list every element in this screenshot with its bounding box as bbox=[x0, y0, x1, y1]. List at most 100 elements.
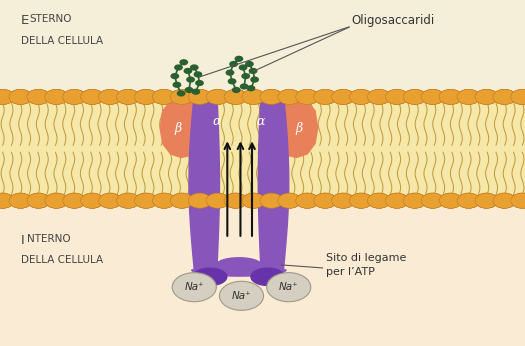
Circle shape bbox=[251, 77, 258, 82]
Circle shape bbox=[260, 193, 283, 208]
Circle shape bbox=[350, 89, 373, 104]
Circle shape bbox=[45, 89, 68, 104]
Circle shape bbox=[9, 193, 32, 208]
Circle shape bbox=[230, 62, 237, 66]
Circle shape bbox=[421, 89, 444, 104]
Circle shape bbox=[421, 193, 444, 208]
Circle shape bbox=[332, 193, 355, 208]
Text: Na⁺: Na⁺ bbox=[232, 291, 251, 301]
Text: DELLA CELLULA: DELLA CELLULA bbox=[21, 255, 103, 265]
Circle shape bbox=[117, 89, 140, 104]
Circle shape bbox=[511, 193, 525, 208]
Circle shape bbox=[368, 193, 391, 208]
Circle shape bbox=[296, 193, 319, 208]
Circle shape bbox=[332, 89, 355, 104]
Text: DELLA CELLULA: DELLA CELLULA bbox=[21, 36, 103, 46]
Circle shape bbox=[421, 89, 444, 104]
Circle shape bbox=[278, 193, 301, 208]
Circle shape bbox=[228, 79, 236, 84]
Text: NTERNO: NTERNO bbox=[27, 234, 71, 244]
Circle shape bbox=[242, 74, 249, 79]
Circle shape bbox=[239, 65, 247, 70]
Circle shape bbox=[99, 89, 122, 104]
Circle shape bbox=[332, 89, 355, 104]
Circle shape bbox=[152, 193, 175, 208]
Circle shape bbox=[134, 193, 158, 208]
Circle shape bbox=[117, 193, 140, 208]
Circle shape bbox=[224, 193, 247, 208]
Circle shape bbox=[81, 89, 104, 104]
Bar bbox=[0, 0, 525, 94]
Circle shape bbox=[170, 193, 193, 208]
Circle shape bbox=[117, 89, 140, 104]
Circle shape bbox=[242, 193, 265, 208]
Circle shape bbox=[81, 89, 104, 104]
Circle shape bbox=[206, 89, 229, 104]
Circle shape bbox=[45, 193, 68, 208]
Circle shape bbox=[457, 89, 480, 104]
Circle shape bbox=[81, 193, 104, 208]
Bar bbox=[0, 203, 525, 346]
Circle shape bbox=[187, 77, 194, 82]
Circle shape bbox=[188, 89, 212, 104]
Circle shape bbox=[296, 89, 319, 104]
Circle shape bbox=[134, 89, 158, 104]
Circle shape bbox=[184, 69, 192, 73]
Circle shape bbox=[242, 89, 265, 104]
Circle shape bbox=[313, 193, 337, 208]
Circle shape bbox=[457, 193, 480, 208]
Circle shape bbox=[185, 88, 193, 92]
Circle shape bbox=[152, 89, 175, 104]
Circle shape bbox=[194, 72, 202, 77]
Circle shape bbox=[226, 70, 234, 75]
Circle shape bbox=[439, 193, 462, 208]
Circle shape bbox=[385, 193, 408, 208]
Circle shape bbox=[403, 193, 426, 208]
Circle shape bbox=[247, 86, 255, 91]
Circle shape bbox=[493, 89, 516, 104]
Circle shape bbox=[368, 193, 391, 208]
Circle shape bbox=[403, 193, 426, 208]
Text: STERNO: STERNO bbox=[29, 14, 71, 24]
Circle shape bbox=[224, 89, 247, 104]
Circle shape bbox=[421, 193, 444, 208]
Circle shape bbox=[206, 193, 229, 208]
Circle shape bbox=[368, 89, 391, 104]
Circle shape bbox=[27, 193, 50, 208]
Circle shape bbox=[385, 89, 408, 104]
Circle shape bbox=[63, 193, 86, 208]
Circle shape bbox=[188, 89, 212, 104]
Circle shape bbox=[246, 62, 253, 66]
Circle shape bbox=[475, 89, 498, 104]
Circle shape bbox=[170, 193, 193, 208]
Circle shape bbox=[296, 89, 319, 104]
Circle shape bbox=[278, 89, 301, 104]
Text: Sito di legame
per l’ATP: Sito di legame per l’ATP bbox=[326, 253, 406, 277]
Circle shape bbox=[385, 89, 408, 104]
Circle shape bbox=[27, 193, 50, 208]
Polygon shape bbox=[278, 93, 318, 157]
Circle shape bbox=[63, 89, 86, 104]
Circle shape bbox=[152, 89, 175, 104]
Text: β: β bbox=[296, 121, 303, 135]
Circle shape bbox=[235, 56, 243, 61]
Circle shape bbox=[475, 89, 498, 104]
Circle shape bbox=[0, 89, 14, 104]
Text: Oligosaccaridi: Oligosaccaridi bbox=[352, 14, 435, 27]
Circle shape bbox=[439, 193, 462, 208]
Circle shape bbox=[45, 193, 68, 208]
Circle shape bbox=[196, 81, 203, 85]
Text: β: β bbox=[175, 121, 182, 135]
Circle shape bbox=[27, 89, 50, 104]
Circle shape bbox=[350, 193, 373, 208]
Circle shape bbox=[117, 193, 140, 208]
Circle shape bbox=[0, 89, 14, 104]
Circle shape bbox=[493, 193, 516, 208]
Circle shape bbox=[249, 69, 257, 73]
Circle shape bbox=[267, 273, 311, 302]
Circle shape bbox=[457, 89, 480, 104]
Circle shape bbox=[63, 89, 86, 104]
Circle shape bbox=[313, 89, 337, 104]
Text: E: E bbox=[21, 14, 29, 27]
Circle shape bbox=[224, 89, 247, 104]
